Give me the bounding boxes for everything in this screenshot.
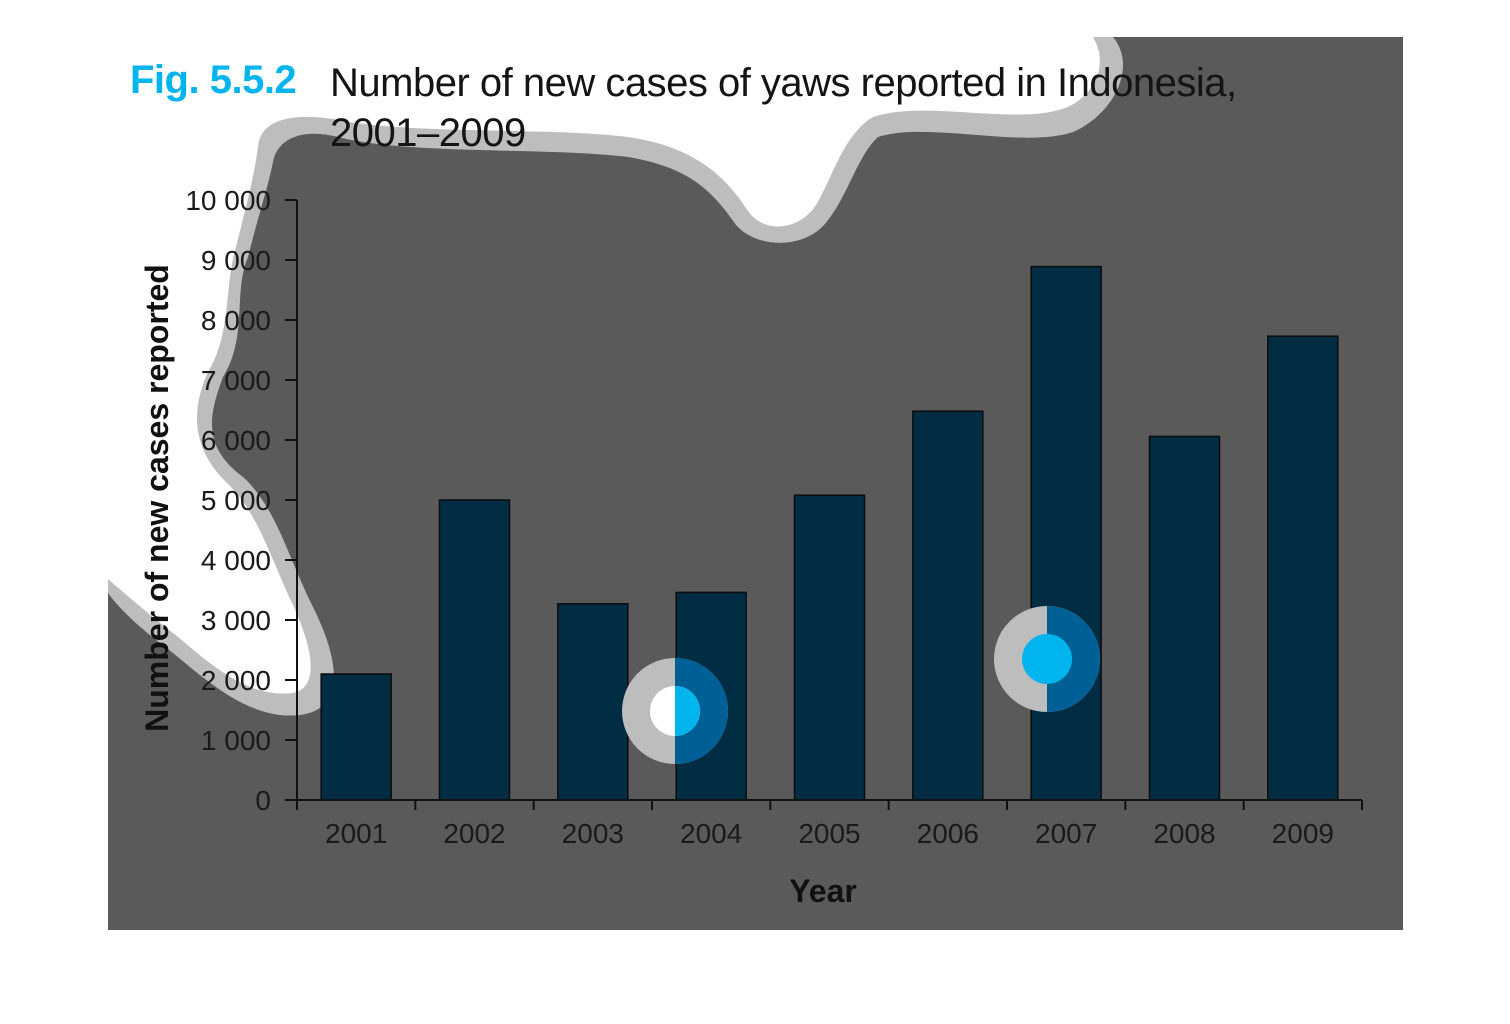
y-tick-label: 8 000 <box>201 305 271 336</box>
y-tick-label: 4 000 <box>201 545 271 576</box>
x-tick-label: 2002 <box>443 818 505 849</box>
bar-2006 <box>912 410 984 801</box>
bar-2009 <box>1267 335 1339 801</box>
bar-2008 <box>1148 435 1221 801</box>
figure-number: Fig. 5.5.2 <box>130 58 297 102</box>
x-tick-label: 2006 <box>917 818 979 849</box>
y-tick-label: 7 000 <box>201 365 271 396</box>
bars-layer <box>320 265 1339 801</box>
y-tick-label: 2 000 <box>201 665 271 696</box>
bar-2003 <box>557 603 629 801</box>
y-tick-label: 10 000 <box>185 185 271 216</box>
x-tick-label: 2004 <box>680 818 742 849</box>
y-axis-title: Number of new cases reported <box>139 264 175 732</box>
y-tick-label: 1 000 <box>201 725 271 756</box>
x-tick-label: 2005 <box>798 818 860 849</box>
bar-2005 <box>793 494 866 801</box>
torn-region <box>108 37 1100 694</box>
target-marker-2004 <box>622 658 728 764</box>
axes-layer: 0 1 000 2 000 3 000 4 000 5 000 6 000 7 000 8 00… <box>185 185 1363 849</box>
bar-2002 <box>438 499 511 801</box>
x-tick-label: 2008 <box>1153 818 1215 849</box>
x-tick-label: 2007 <box>1035 818 1097 849</box>
y-tick-label: 3 000 <box>201 605 271 636</box>
markers-layer <box>622 606 1100 764</box>
x-axis-title: Year <box>789 873 857 909</box>
y-tick-label: 6 000 <box>201 425 271 456</box>
y-tick-label: 0 <box>255 785 271 816</box>
x-tick-label: 2003 <box>562 818 624 849</box>
y-tick-label: 5 000 <box>201 485 271 516</box>
bar-2007 <box>1030 265 1102 801</box>
y-tick-label: 9 000 <box>201 245 271 276</box>
x-tick-label: 2001 <box>325 818 387 849</box>
target-marker-2007 <box>994 606 1100 712</box>
x-tick-label: 2009 <box>1272 818 1334 849</box>
bar-2001 <box>320 673 392 801</box>
figure-title: Number of new cases of yaws reported in … <box>330 61 1237 155</box>
